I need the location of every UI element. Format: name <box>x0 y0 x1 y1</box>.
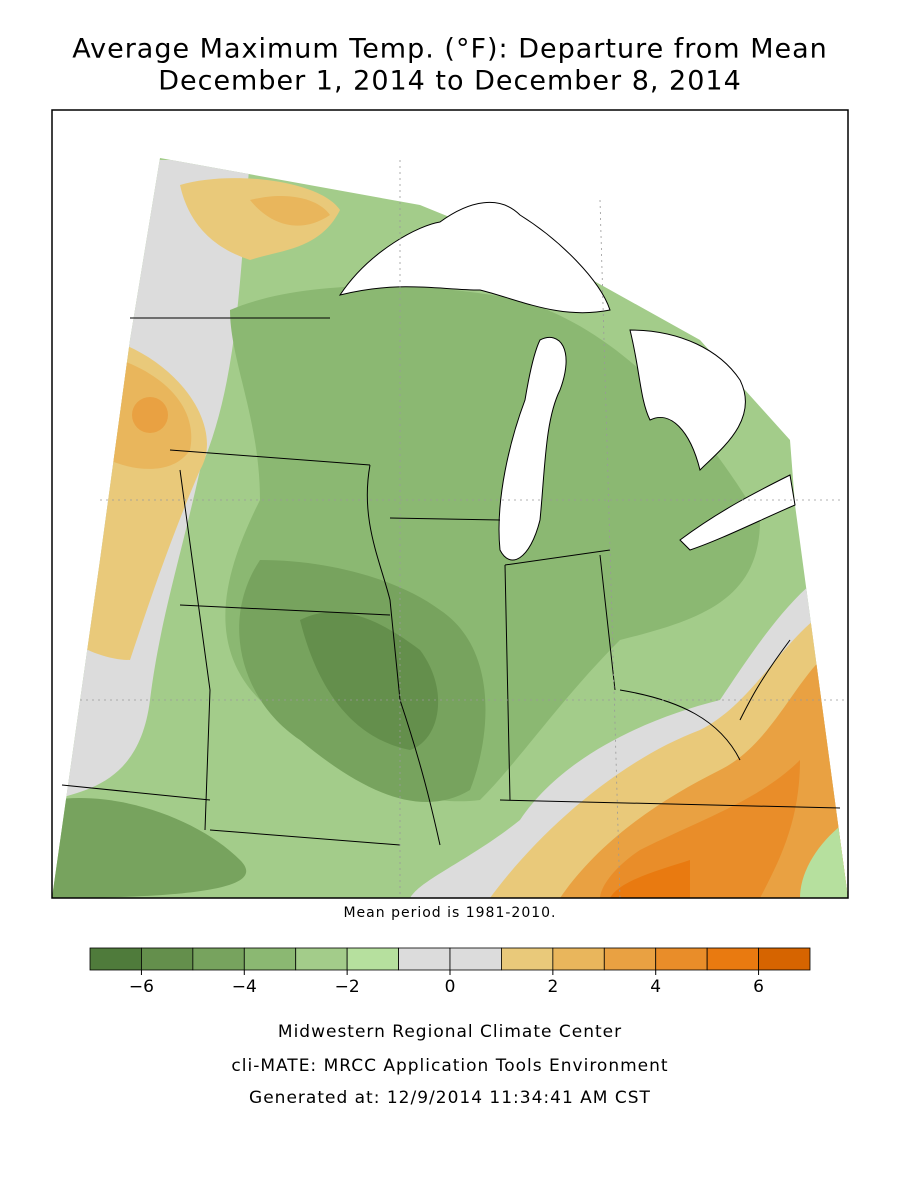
tick-label: −2 <box>335 977 360 997</box>
colorbar-box <box>398 947 451 971</box>
tick-label: 0 <box>445 977 456 997</box>
shade <box>600 760 800 898</box>
colorbar-box <box>501 947 554 971</box>
mean-note: Mean period is 1981-2010. <box>343 905 556 921</box>
shade <box>52 798 247 898</box>
lake-superior <box>338 201 611 314</box>
lakes <box>338 201 796 561</box>
colorbar-box <box>295 947 348 971</box>
colorbar-box <box>655 947 708 971</box>
colorbar-box <box>89 947 142 971</box>
shade <box>800 820 848 898</box>
tick-label: 4 <box>650 977 661 997</box>
shade <box>300 611 439 750</box>
tick-label: 6 <box>753 977 764 997</box>
colorbar-box <box>552 947 605 971</box>
title: Average Maximum Temp. (°F): Departure fr… <box>72 34 828 65</box>
boundaries <box>61 160 845 899</box>
colorbar-box <box>243 947 297 971</box>
footer-line: cli-MATE: MRCC Application Tools Environ… <box>231 1056 668 1076</box>
lake-michigan <box>498 337 567 561</box>
shade <box>132 397 168 433</box>
footer-line: Generated at: 12/9/2014 11:34:41 AM CST <box>249 1088 651 1108</box>
colorbar-box <box>603 947 657 971</box>
colorbar-box <box>192 947 245 971</box>
colorbar: −6 −4 −2 0 2 4 6 <box>89 947 811 997</box>
tick-label: 2 <box>547 977 558 997</box>
colorbar-box <box>141 947 194 971</box>
lake-erie <box>679 474 796 551</box>
colorbar-box <box>346 947 399 971</box>
tick-label: −4 <box>232 977 257 997</box>
shade <box>250 195 330 226</box>
tick-label: −6 <box>129 977 154 997</box>
subtitle: December 1, 2014 to December 8, 2014 <box>158 66 742 97</box>
shade <box>610 860 690 898</box>
map-frame <box>51 109 849 899</box>
colorbar-box <box>758 947 811 971</box>
colorbar-box <box>706 947 759 971</box>
footer-line: Midwestern Regional Climate Center <box>278 1022 622 1042</box>
colorbar-box <box>449 947 502 971</box>
lake-huron <box>629 329 746 471</box>
